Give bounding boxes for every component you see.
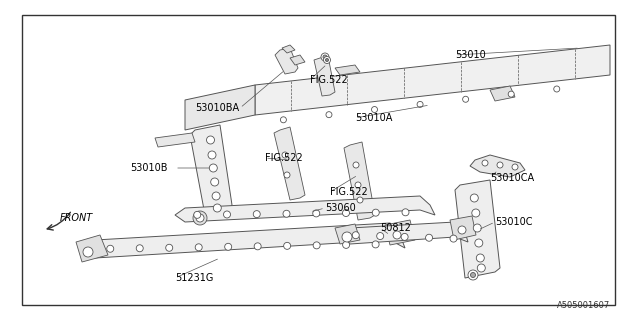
Circle shape [313, 210, 320, 217]
Circle shape [196, 214, 204, 222]
Circle shape [512, 164, 518, 170]
Circle shape [342, 232, 352, 242]
Text: FIG.522: FIG.522 [330, 187, 368, 197]
Text: 53010A: 53010A [355, 113, 392, 123]
Circle shape [475, 239, 483, 247]
Text: 53010B: 53010B [130, 163, 168, 173]
Polygon shape [455, 180, 500, 278]
Polygon shape [155, 133, 195, 147]
Circle shape [223, 211, 230, 218]
Circle shape [326, 59, 328, 61]
Polygon shape [385, 220, 415, 245]
Text: 53010C: 53010C [495, 217, 532, 227]
Circle shape [225, 243, 232, 250]
Polygon shape [335, 224, 360, 244]
Circle shape [470, 273, 476, 277]
Polygon shape [185, 85, 255, 130]
Text: FRONT: FRONT [60, 213, 93, 223]
Circle shape [107, 245, 114, 252]
Circle shape [476, 254, 484, 262]
Circle shape [313, 242, 320, 249]
Circle shape [208, 151, 216, 159]
Circle shape [468, 270, 478, 280]
Circle shape [357, 197, 363, 203]
Polygon shape [335, 65, 360, 75]
Text: FIG.522: FIG.522 [310, 75, 348, 85]
Circle shape [194, 211, 201, 218]
Text: 53060: 53060 [325, 203, 356, 213]
Polygon shape [76, 235, 108, 262]
Circle shape [195, 244, 202, 251]
Polygon shape [314, 56, 335, 96]
Polygon shape [290, 55, 305, 65]
Circle shape [254, 243, 261, 250]
Circle shape [470, 194, 478, 202]
Circle shape [280, 117, 287, 123]
Circle shape [212, 192, 220, 200]
Text: 53010BA: 53010BA [195, 103, 239, 113]
Circle shape [450, 235, 457, 242]
Circle shape [284, 242, 291, 249]
Circle shape [477, 264, 485, 272]
Circle shape [554, 86, 560, 92]
Circle shape [253, 211, 260, 218]
Circle shape [497, 162, 503, 168]
Polygon shape [275, 48, 298, 74]
Circle shape [417, 101, 423, 108]
Polygon shape [470, 155, 525, 177]
Text: A505001607: A505001607 [557, 301, 610, 310]
Circle shape [284, 172, 290, 178]
Circle shape [472, 209, 480, 217]
Circle shape [283, 210, 290, 217]
Circle shape [402, 209, 409, 216]
Text: FIG.522: FIG.522 [265, 153, 303, 163]
Circle shape [213, 204, 221, 212]
Polygon shape [490, 86, 515, 101]
Circle shape [372, 209, 380, 216]
Circle shape [474, 224, 481, 232]
Text: 50812: 50812 [380, 223, 411, 233]
Circle shape [482, 160, 488, 166]
Circle shape [463, 96, 468, 102]
Polygon shape [282, 45, 295, 53]
Polygon shape [340, 222, 468, 244]
Circle shape [355, 182, 361, 188]
Circle shape [371, 107, 378, 113]
Polygon shape [190, 125, 232, 215]
Circle shape [426, 234, 433, 241]
Circle shape [342, 241, 349, 248]
Circle shape [393, 231, 401, 239]
Circle shape [282, 152, 288, 158]
Text: 53010CA: 53010CA [490, 173, 534, 183]
Circle shape [207, 136, 214, 144]
Circle shape [211, 178, 219, 186]
Circle shape [209, 164, 218, 172]
Circle shape [193, 211, 207, 225]
Text: 53010: 53010 [455, 50, 486, 60]
Circle shape [83, 247, 93, 257]
Polygon shape [274, 127, 305, 200]
Polygon shape [344, 142, 375, 220]
Circle shape [136, 245, 143, 252]
Circle shape [353, 162, 359, 168]
Circle shape [352, 232, 359, 239]
Polygon shape [255, 45, 610, 115]
Circle shape [508, 91, 514, 97]
Text: 51231G: 51231G [175, 273, 213, 283]
Circle shape [326, 112, 332, 118]
Polygon shape [175, 196, 435, 222]
Circle shape [342, 210, 349, 217]
Polygon shape [82, 223, 405, 258]
Polygon shape [450, 216, 476, 240]
Circle shape [377, 233, 384, 240]
Circle shape [401, 233, 408, 240]
Circle shape [323, 55, 327, 59]
Circle shape [458, 226, 466, 234]
Circle shape [166, 244, 173, 251]
Polygon shape [22, 15, 615, 305]
Circle shape [321, 53, 329, 61]
Circle shape [372, 241, 379, 248]
Circle shape [323, 57, 330, 63]
